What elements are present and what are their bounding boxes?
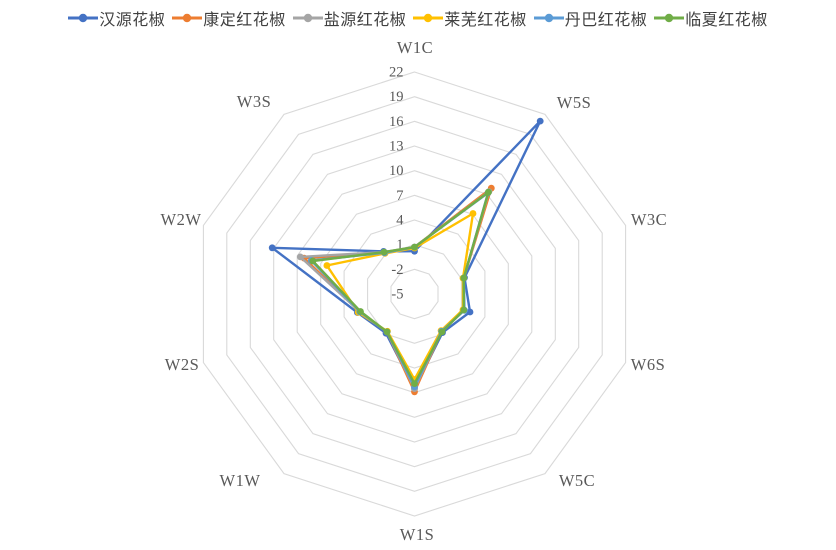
axis-label-w1w: W1W bbox=[220, 471, 261, 490]
legend-item-1[interactable]: 康定红花椒 bbox=[172, 6, 286, 30]
data-point-marker bbox=[323, 262, 331, 269]
legend-item-4[interactable]: 丹巴红花椒 bbox=[533, 6, 648, 30]
data-point-marker bbox=[357, 308, 364, 315]
axis-label-w3s: W3S bbox=[237, 92, 272, 111]
data-point-marker bbox=[309, 257, 317, 265]
data-point-marker bbox=[485, 188, 492, 196]
legend-marker-icon bbox=[533, 13, 564, 23]
legend-marker-icon bbox=[292, 13, 323, 23]
axis-label-w2w: W2W bbox=[161, 210, 202, 229]
radial-tick-label: 13 bbox=[389, 139, 404, 155]
gridline-ring bbox=[226, 96, 603, 492]
gridline-ring bbox=[273, 145, 556, 443]
gridline-ring bbox=[249, 120, 580, 468]
axis-label-w5c: W5C bbox=[559, 471, 595, 490]
data-point-marker bbox=[268, 244, 276, 252]
radial-tick-label: 22 bbox=[389, 65, 404, 81]
radial-tick-label: 19 bbox=[389, 89, 404, 105]
data-point-marker bbox=[460, 274, 468, 282]
radial-tick-label: -2 bbox=[391, 262, 403, 278]
gridline-ring bbox=[202, 71, 627, 517]
radial-tick-label: 1 bbox=[396, 237, 403, 253]
radial-tick-label: 10 bbox=[389, 163, 404, 179]
legend-marker-icon bbox=[68, 13, 99, 23]
axis-label-w2s: W2S bbox=[165, 355, 200, 374]
axis-label-w5s: W5S bbox=[557, 93, 592, 112]
axis-label-w6s: W6S bbox=[631, 355, 666, 374]
gridline-ring bbox=[296, 170, 533, 418]
gridline-ring bbox=[367, 244, 462, 344]
legend-item-2[interactable]: 盐源红花椒 bbox=[292, 6, 407, 30]
legend-marker-icon bbox=[413, 13, 444, 23]
radial-tick-label: 7 bbox=[396, 188, 403, 204]
legend-label: 丹巴红花椒 bbox=[564, 12, 648, 29]
axis-label-w1s: W1S bbox=[400, 525, 435, 544]
axis-label-w1c: W1C bbox=[397, 38, 433, 57]
series-line-0 bbox=[271, 119, 542, 390]
radial-tick-label: 4 bbox=[396, 213, 404, 229]
data-point-marker bbox=[469, 210, 477, 217]
data-point-marker bbox=[466, 308, 474, 316]
radial-tick-label: 16 bbox=[389, 114, 404, 130]
legend-marker-icon bbox=[654, 13, 685, 23]
legend-label: 临夏红花椒 bbox=[685, 12, 768, 29]
data-point-marker bbox=[383, 328, 391, 336]
gridline-ring bbox=[390, 268, 439, 320]
chart-legend: 汉源花椒 康定红花椒 盐源红花椒 莱芜红花椒 丹巴红花椒 临夏红花椒 bbox=[0, 6, 836, 30]
legend-marker-icon bbox=[172, 13, 203, 23]
legend-item-0[interactable]: 汉源花椒 bbox=[68, 6, 165, 30]
data-point-marker bbox=[411, 380, 418, 387]
data-point-marker bbox=[536, 117, 544, 125]
data-point-marker bbox=[296, 253, 304, 261]
axis-label-w3c: W3C bbox=[631, 210, 667, 229]
legend-label: 康定红花椒 bbox=[203, 12, 286, 29]
data-point-marker bbox=[411, 243, 418, 251]
legend-item-3[interactable]: 莱芜红花椒 bbox=[413, 6, 527, 30]
data-point-marker bbox=[438, 328, 446, 336]
legend-label: 汉源花椒 bbox=[99, 12, 166, 29]
legend-label: 莱芜红花椒 bbox=[444, 12, 527, 29]
data-point-marker bbox=[460, 306, 468, 314]
legend-label: 盐源红花椒 bbox=[323, 12, 407, 29]
gridline-ring bbox=[343, 219, 486, 369]
legend-item-5[interactable]: 临夏红花椒 bbox=[654, 6, 768, 30]
data-point-marker bbox=[380, 248, 388, 256]
radial-tick-label: -5 bbox=[391, 287, 403, 303]
